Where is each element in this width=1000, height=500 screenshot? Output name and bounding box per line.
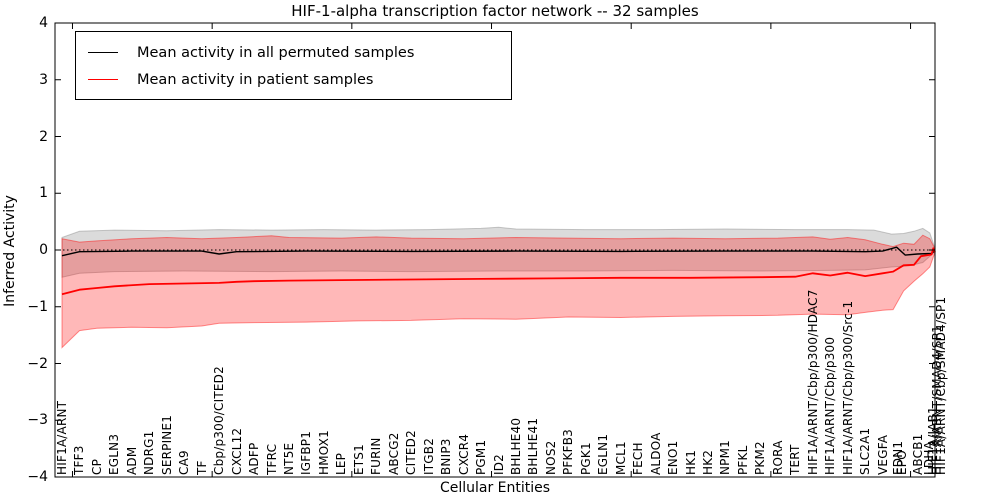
y-tick-label: −1 xyxy=(27,298,48,315)
legend-entry-permuted: Mean activity in all permuted samples xyxy=(88,39,511,66)
x-tick-label: CA9 xyxy=(177,450,192,475)
x-tick-label: VEGFA xyxy=(875,434,890,475)
x-tick-label: PGK1 xyxy=(578,442,593,475)
x-tick-label: HMOX1 xyxy=(316,430,331,475)
y-tick-label: −4 xyxy=(27,469,48,485)
x-tick-label: HIF1A/ARNT/Cbp/SMAD4/SP1 xyxy=(934,296,948,475)
x-tick-label: ABCG2 xyxy=(386,432,401,475)
x-tick-label: PFKFB3 xyxy=(561,429,576,475)
permuted-line xyxy=(61,246,936,257)
x-tick-label: HIF1A/ARNT/Cbp/p300/HDAC7 xyxy=(805,289,820,475)
x-tick-label: NT5E xyxy=(281,442,296,475)
x-tick-label: HIF1A/ARNT xyxy=(55,400,69,475)
patient-line xyxy=(61,247,936,296)
y-tick-label: −3 xyxy=(27,412,48,429)
x-tick-label: ALDOA xyxy=(648,432,663,475)
x-tick-label: ITGB2 xyxy=(421,437,436,475)
x-tick-label: NPM1 xyxy=(718,439,733,475)
x-tick-label: BHLHE40 xyxy=(508,417,523,475)
x-tick-label: FECH xyxy=(631,442,646,475)
legend-line-patient-icon xyxy=(88,79,118,80)
legend-label-permuted: Mean activity in all permuted samples xyxy=(137,44,415,61)
y-tick-label: 4 xyxy=(39,15,48,31)
x-tick-label: Cbp/p300/CITED2 xyxy=(212,366,227,475)
x-tick-label: TERT xyxy=(788,444,803,475)
x-tick-label: TF xyxy=(194,460,209,475)
legend-box: Mean activity in all permuted samples Me… xyxy=(75,31,512,100)
patient-range-band xyxy=(61,234,936,349)
x-tick-label: EPO xyxy=(895,450,910,475)
x-tick-label: RORA xyxy=(770,440,785,475)
x-tick-label: EGLN1 xyxy=(596,433,611,475)
y-tick-label: 2 xyxy=(39,128,48,145)
x-tick-label: EGLN3 xyxy=(107,433,122,475)
x-tick-label: HK2 xyxy=(701,449,716,475)
x-tick-label: HK1 xyxy=(683,449,698,475)
x-tick-label: PGM1 xyxy=(474,439,489,475)
x-tick-label: PKM2 xyxy=(753,441,768,475)
x-tick-label: FURIN xyxy=(369,437,384,475)
y-tick-label: −2 xyxy=(27,355,48,372)
x-tick-label: NDRG1 xyxy=(142,430,157,476)
x-tick-label: CITED2 xyxy=(404,430,419,475)
y-tick-label: 3 xyxy=(39,71,48,88)
legend-line-permuted-icon xyxy=(88,52,118,53)
x-tick-label: LEP xyxy=(334,452,349,475)
x-tick-label: IGFBP1 xyxy=(299,430,314,475)
x-tick-label: ENO1 xyxy=(666,440,681,475)
x-tick-label: TFF3 xyxy=(72,445,87,475)
y-tick-label: 1 xyxy=(39,185,48,202)
x-tick-label: NOS2 xyxy=(543,440,558,475)
permuted-range-band xyxy=(61,226,936,278)
x-tick-label: ADM xyxy=(124,446,139,475)
x-tick-label: SLC2A1 xyxy=(858,427,873,475)
x-tick-label: HIF1A/ARNT/Cbp/p300 xyxy=(823,336,838,475)
legend-label-patient: Mean activity in patient samples xyxy=(137,71,374,88)
x-tick-label: CXCL12 xyxy=(229,427,244,475)
x-tick-label: BHLHE41 xyxy=(526,417,541,475)
x-tick-label: SERPINE1 xyxy=(159,414,174,475)
x-tick-label: PFKL xyxy=(735,445,750,476)
legend-entry-patient: Mean activity in patient samples xyxy=(88,66,511,93)
x-tick-label: ADFP xyxy=(247,442,262,475)
x-tick-label: HIF1A/ARNT/Cbp/p300/Src-1 xyxy=(840,300,855,475)
x-tick-label: CP xyxy=(89,458,104,475)
chart-title: HIF-1-alpha transcription factor network… xyxy=(291,2,699,20)
x-tick-label: BNIP3 xyxy=(439,438,454,475)
x-tick-label: MCL1 xyxy=(613,441,628,475)
x-axis-label: Cellular Entities xyxy=(439,480,551,496)
x-tick-label: ETS1 xyxy=(351,444,366,475)
x-tick-label: CXCR4 xyxy=(456,433,471,475)
x-tick-label: TFRC xyxy=(264,443,279,475)
y-tick-label: 0 xyxy=(39,242,48,258)
x-tick-label: ID2 xyxy=(491,453,506,475)
